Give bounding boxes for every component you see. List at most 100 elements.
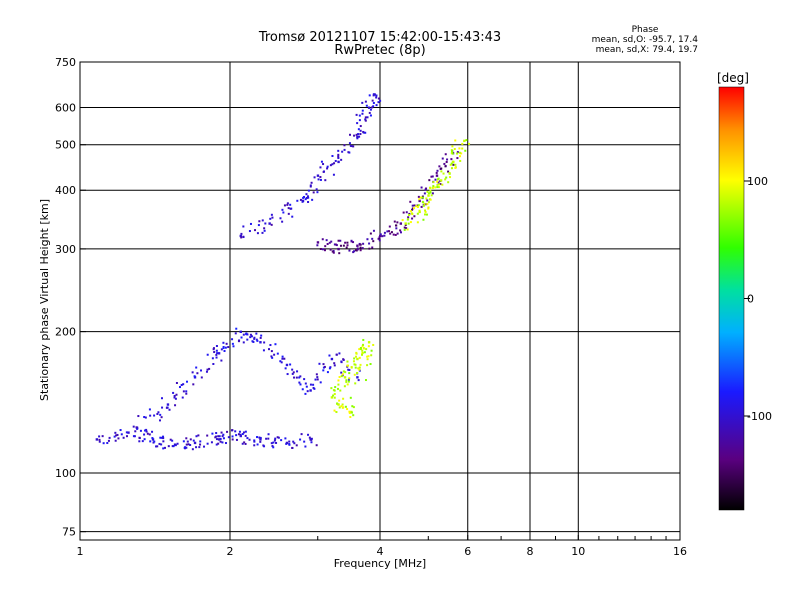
data-point bbox=[372, 101, 375, 104]
data-point bbox=[320, 160, 323, 163]
data-point bbox=[359, 246, 362, 249]
data-point bbox=[339, 244, 342, 247]
data-point bbox=[255, 332, 258, 335]
data-point bbox=[206, 353, 209, 356]
data-point bbox=[189, 444, 192, 447]
data-point bbox=[289, 363, 292, 366]
data-point bbox=[287, 212, 290, 215]
data-point bbox=[354, 363, 357, 366]
data-point bbox=[217, 438, 221, 441]
data-point bbox=[365, 348, 368, 351]
data-point bbox=[417, 204, 420, 207]
data-point bbox=[450, 149, 453, 152]
data-point bbox=[450, 162, 453, 165]
data-point bbox=[401, 219, 404, 222]
data-point bbox=[372, 240, 375, 243]
grid bbox=[80, 62, 680, 540]
data-point bbox=[206, 442, 209, 445]
data-point bbox=[370, 349, 373, 352]
data-point bbox=[293, 376, 296, 379]
data-point bbox=[416, 212, 419, 215]
data-point bbox=[317, 178, 320, 181]
data-point bbox=[307, 433, 310, 436]
data-point bbox=[429, 186, 432, 189]
data-point bbox=[347, 378, 350, 381]
data-point bbox=[323, 249, 326, 252]
data-point bbox=[234, 332, 237, 335]
data-point bbox=[458, 151, 461, 154]
data-point bbox=[319, 247, 322, 250]
data-point bbox=[289, 203, 292, 206]
data-point bbox=[332, 173, 335, 176]
data-point bbox=[336, 402, 339, 405]
data-point bbox=[449, 176, 452, 179]
data-point bbox=[394, 233, 397, 236]
data-point bbox=[281, 355, 284, 358]
data-point bbox=[390, 231, 393, 234]
data-point bbox=[348, 368, 351, 371]
data-point bbox=[349, 396, 352, 399]
data-point bbox=[192, 383, 195, 386]
data-point bbox=[422, 204, 425, 207]
data-point bbox=[451, 160, 455, 164]
data-point bbox=[377, 101, 380, 104]
data-point bbox=[323, 365, 326, 368]
data-point bbox=[361, 349, 364, 352]
data-point bbox=[191, 448, 194, 451]
data-point bbox=[361, 345, 364, 348]
data-point bbox=[168, 408, 171, 411]
data-point bbox=[362, 343, 365, 346]
data-point bbox=[348, 412, 351, 415]
data-point bbox=[315, 373, 318, 376]
data-point bbox=[416, 204, 419, 207]
data-point bbox=[346, 383, 349, 386]
data-point bbox=[239, 234, 242, 238]
data-point bbox=[436, 169, 439, 172]
data-point bbox=[379, 233, 382, 236]
data-point bbox=[264, 222, 267, 225]
data-point bbox=[279, 217, 282, 220]
data-point bbox=[359, 129, 362, 132]
data-point bbox=[253, 440, 256, 443]
data-point bbox=[231, 435, 234, 438]
data-point bbox=[114, 439, 117, 442]
data-point bbox=[461, 147, 464, 150]
data-point bbox=[239, 434, 242, 438]
data-point bbox=[366, 116, 369, 119]
data-point bbox=[427, 201, 430, 204]
data-point bbox=[295, 376, 298, 379]
data-point bbox=[303, 440, 306, 443]
data-point bbox=[468, 142, 471, 145]
data-point bbox=[263, 227, 266, 230]
data-point bbox=[197, 434, 200, 437]
data-point bbox=[334, 159, 337, 162]
data-point bbox=[221, 435, 224, 438]
data-point bbox=[148, 433, 151, 436]
data-point bbox=[340, 371, 343, 374]
data-point bbox=[406, 218, 409, 221]
data-point bbox=[424, 210, 427, 213]
data-point bbox=[120, 433, 123, 436]
data-point bbox=[261, 219, 264, 222]
data-point bbox=[354, 355, 357, 358]
data-point bbox=[333, 243, 336, 246]
data-point bbox=[172, 445, 175, 448]
data-point bbox=[328, 367, 331, 370]
data-point bbox=[450, 158, 453, 161]
data-point bbox=[424, 203, 427, 206]
data-point bbox=[333, 393, 336, 396]
data-point bbox=[298, 381, 301, 384]
data-point bbox=[411, 207, 414, 210]
data-point bbox=[322, 163, 325, 166]
x-tick-label: 8 bbox=[527, 545, 534, 558]
data-point bbox=[437, 181, 440, 184]
data-point bbox=[115, 434, 118, 437]
data-point bbox=[301, 388, 304, 391]
data-point bbox=[304, 382, 307, 385]
data-point bbox=[403, 228, 406, 231]
data-point bbox=[416, 206, 419, 209]
data-point bbox=[155, 445, 158, 448]
data-point bbox=[346, 241, 349, 244]
x-tick-label: 2 bbox=[227, 545, 234, 558]
data-point bbox=[333, 364, 336, 367]
